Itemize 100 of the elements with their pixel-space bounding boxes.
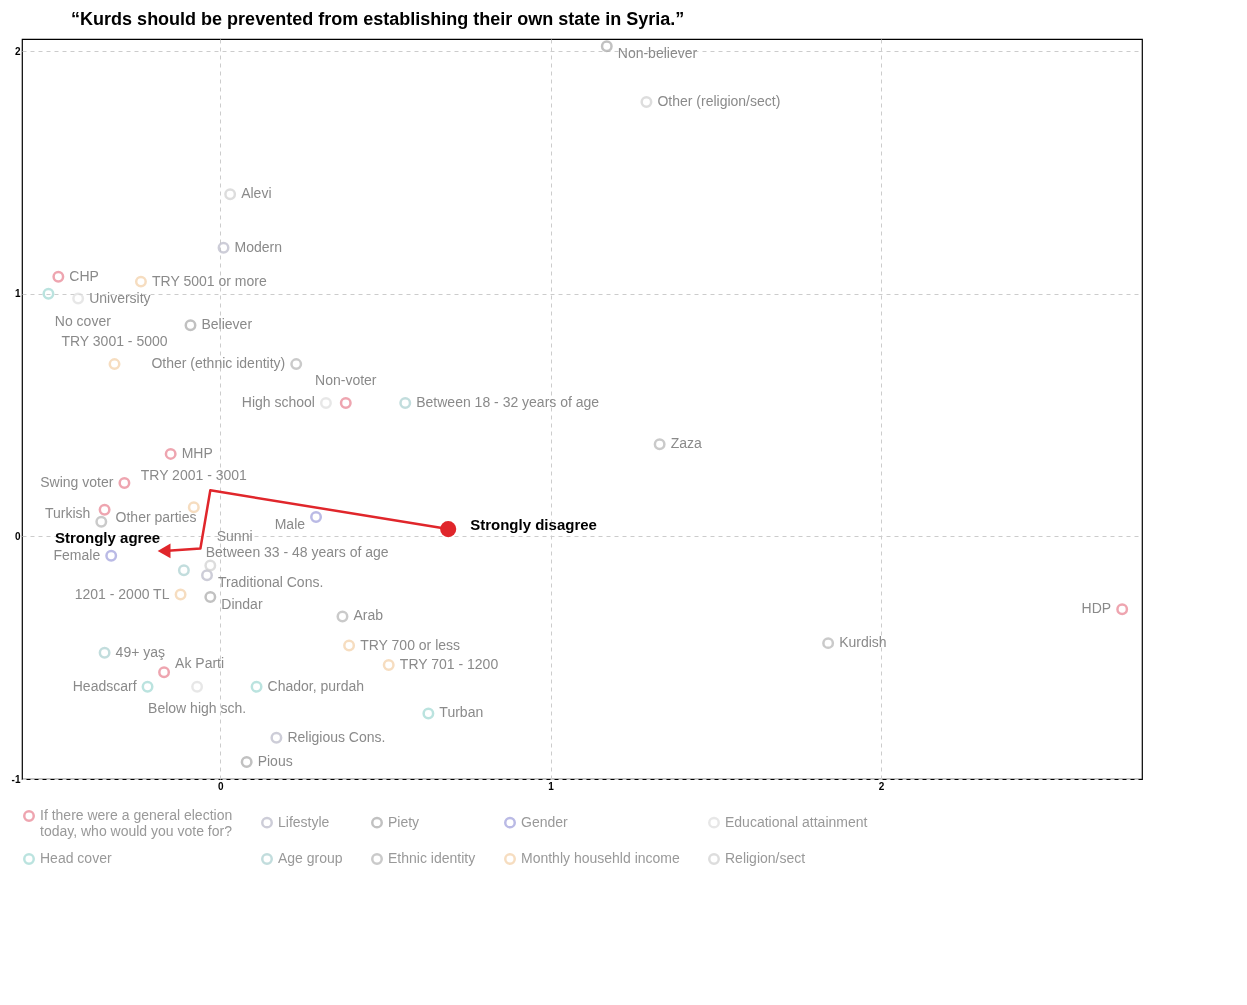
data-label: Dindar — [221, 596, 263, 613]
point — [339, 396, 352, 409]
point — [184, 319, 197, 332]
data-label: Arab — [353, 607, 384, 624]
data-label: Zaza — [670, 435, 702, 452]
data-label: Strongly agree — [55, 528, 161, 546]
data-label: No cover — [54, 313, 112, 330]
data-label: High school — [241, 393, 315, 410]
point — [319, 396, 332, 409]
point — [158, 666, 171, 679]
point — [382, 658, 395, 671]
point — [270, 731, 283, 744]
point — [600, 40, 613, 53]
point — [42, 287, 55, 300]
point — [201, 569, 214, 582]
legend-label: Head cover — [40, 850, 112, 866]
data-label: HDP — [1081, 600, 1112, 617]
legend-label: Educational attainment — [725, 813, 868, 830]
data-label: Male — [274, 515, 306, 532]
point — [336, 610, 349, 623]
data-label: Traditional Cons. — [218, 574, 324, 591]
legend-label: Gender — [521, 813, 569, 830]
point — [108, 358, 121, 371]
point — [52, 270, 65, 283]
point — [177, 564, 190, 577]
y-tick-label: 1 — [14, 288, 21, 300]
data-label: Between 18 - 32 years of age — [416, 393, 600, 410]
point — [343, 639, 356, 652]
data-label: 49+ yaş — [115, 643, 166, 660]
x-tick-label: 2 — [878, 780, 885, 792]
data-label: Headscarf — [72, 677, 137, 694]
point — [640, 96, 653, 109]
point — [191, 680, 204, 693]
point — [105, 549, 118, 562]
point — [822, 637, 835, 650]
data-label: TRY 5001 or more — [152, 272, 267, 289]
point — [240, 756, 253, 768]
data-label: Ak Parti — [175, 655, 225, 672]
point — [1116, 603, 1129, 616]
point — [174, 588, 187, 601]
data-label: Strongly disagree — [470, 516, 597, 534]
data-label: Below high sch. — [148, 700, 247, 717]
x-tick-label: 0 — [217, 780, 224, 792]
point — [310, 510, 323, 523]
data-label: University — [89, 289, 151, 306]
point — [217, 241, 230, 254]
point — [422, 707, 435, 720]
data-label: TRY 3001 - 5000 — [61, 332, 168, 349]
point — [399, 396, 412, 409]
data-label: Between 33 - 48 years of age — [205, 543, 389, 560]
data-label: Turban — [439, 704, 484, 721]
point — [204, 559, 217, 572]
data-label: Modern — [234, 238, 282, 255]
y-tick-label: 2 — [14, 45, 21, 57]
legend-label: Ethnic identity — [388, 850, 476, 866]
point — [95, 515, 108, 528]
data-label: 1201 - 2000 TL — [74, 585, 170, 602]
legend-label: Age group — [278, 850, 343, 866]
data-label: Non-voter — [315, 371, 377, 388]
data-label: Swing voter — [40, 474, 114, 490]
point — [98, 646, 111, 659]
y-tick-label: -1 — [11, 773, 21, 785]
point — [653, 438, 666, 451]
data-label: Other (ethnic identity) — [151, 355, 286, 372]
legend-label: If there were a general election today, who would you vote for? — [40, 807, 233, 839]
chart-title: “Kurds should be prevented from establishing their own state in Syria.” — [71, 9, 685, 29]
data-label: TRY 700 or less — [360, 636, 461, 653]
data-label: Alevi — [241, 185, 272, 202]
data-label: Religious Cons. — [287, 728, 386, 745]
data-label: CHP — [69, 267, 99, 284]
data-label: Believer — [201, 316, 253, 333]
data-label: Other parties — [115, 508, 197, 525]
legend-label: Piety — [388, 813, 420, 830]
point — [98, 503, 111, 516]
data-label: Turkish — [44, 504, 91, 521]
data-label: MHP — [181, 444, 213, 461]
data-label: TRY 701 - 1200 — [399, 655, 499, 672]
point — [141, 680, 154, 693]
data-label: Chador, purdah — [267, 677, 365, 694]
point — [118, 477, 131, 489]
data-label: Non-believer — [617, 45, 698, 62]
y-tick-label: 0 — [14, 530, 21, 542]
data-label: Other (religion/sect) — [657, 93, 781, 110]
data-label: Kurdish — [839, 634, 887, 651]
point — [224, 188, 237, 201]
legend-label: Monthly househld income — [521, 850, 680, 866]
point — [440, 521, 457, 538]
point — [290, 358, 303, 371]
legend-label: Lifestyle — [278, 813, 330, 830]
point — [164, 447, 177, 460]
data-label: Pious — [257, 753, 293, 770]
legend-label: Religion/sect — [725, 850, 806, 866]
point — [250, 680, 263, 693]
data-label: Female — [53, 546, 101, 563]
point — [72, 292, 85, 305]
point — [134, 275, 147, 288]
data-label: Sunni — [216, 527, 253, 544]
data-label: TRY 2001 - 3001 — [140, 467, 248, 484]
point — [204, 591, 217, 604]
x-tick-label: 1 — [548, 780, 555, 792]
